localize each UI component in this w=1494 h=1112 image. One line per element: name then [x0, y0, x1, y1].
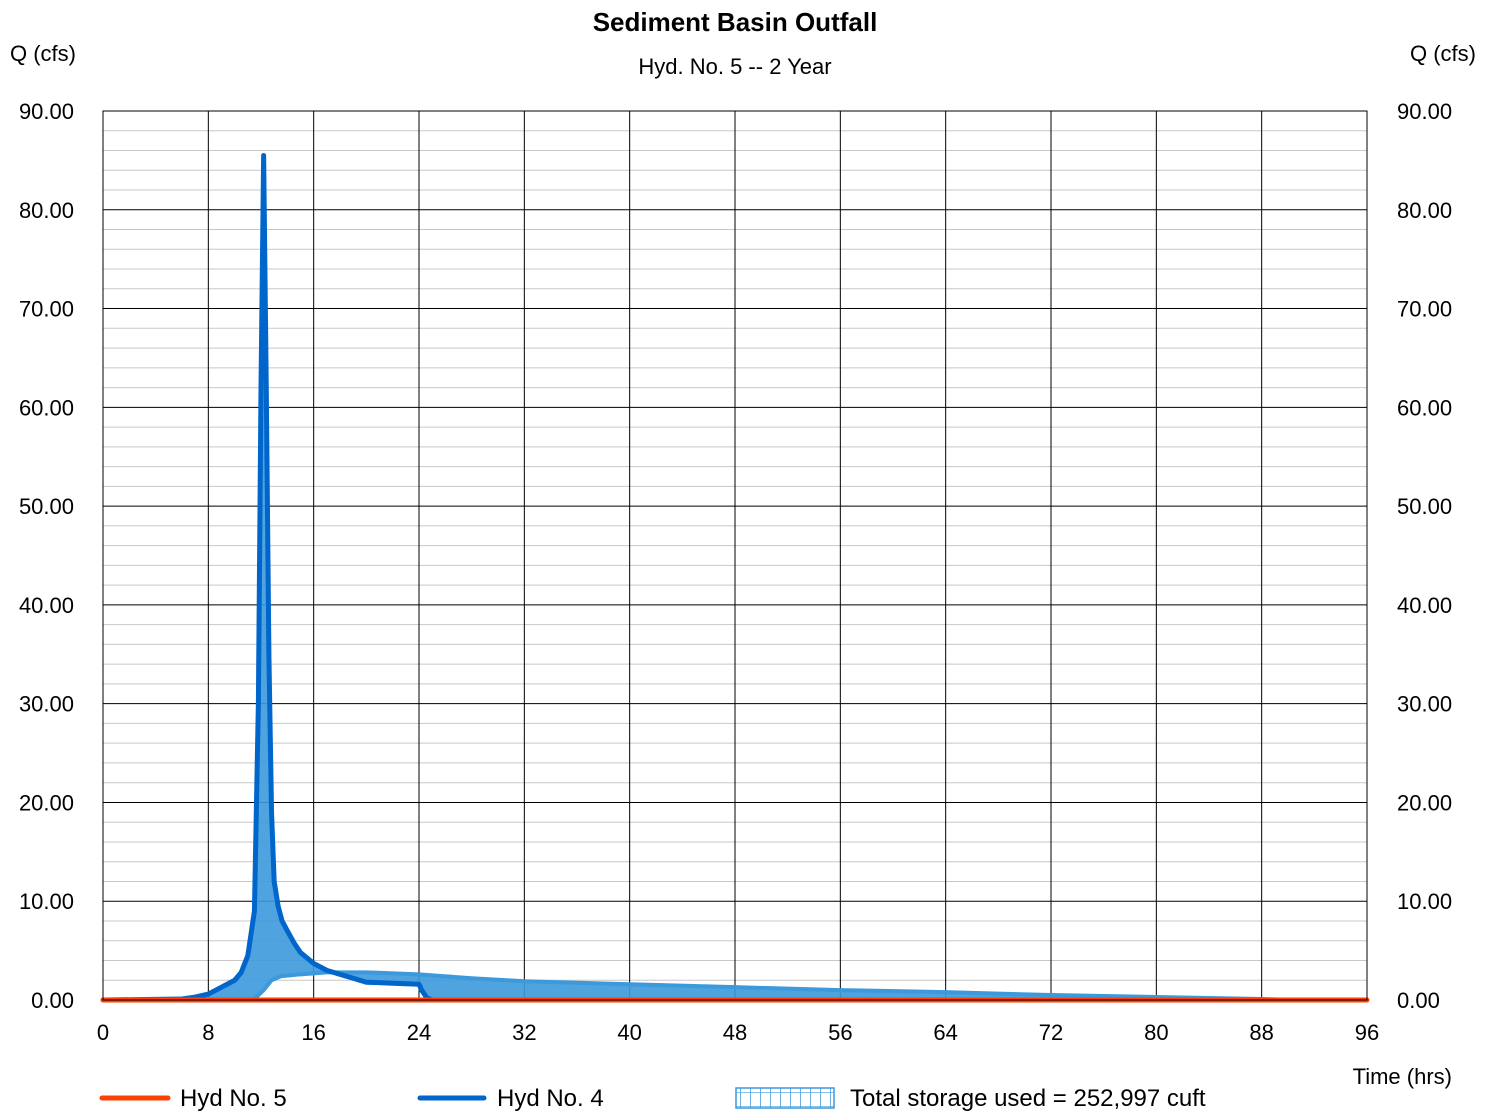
y-tick-label-left: 40.00	[19, 593, 74, 618]
x-tick-label: 16	[301, 1020, 325, 1045]
y-tick-label-left: 30.00	[19, 692, 74, 717]
y-tick-label-left: 50.00	[19, 494, 74, 519]
x-tick-label: 96	[1355, 1020, 1379, 1045]
x-tick-label: 64	[933, 1020, 957, 1045]
chart-title: Sediment Basin Outfall	[593, 7, 878, 37]
legend: Hyd No. 5 Hyd No. 4 Total storage used =…	[99, 1085, 1206, 1112]
x-tick-label: 56	[828, 1020, 852, 1045]
x-axis-label: Time (hrs)	[1353, 1064, 1452, 1089]
series-line-hyd-no-4	[100, 152, 435, 1003]
x-tick-label: 32	[512, 1020, 536, 1045]
y-tick-label-right: 80.00	[1397, 198, 1452, 223]
x-tick-label: 40	[617, 1020, 641, 1045]
x-tick-label: 8	[202, 1020, 214, 1045]
legend-label-storage: Total storage used = 252,997 cuft	[850, 1085, 1206, 1112]
y-tick-label-left: 0.00	[31, 988, 74, 1013]
x-tick-label: 80	[1144, 1020, 1168, 1045]
x-tick-label: 0	[97, 1020, 109, 1045]
y-tick-label-left: 70.00	[19, 297, 74, 322]
x-tick-label: 72	[1039, 1020, 1063, 1045]
y-tick-label-right: 20.00	[1397, 790, 1452, 815]
y-tick-label-right: 60.00	[1397, 395, 1452, 420]
y-tick-label-right: 10.00	[1397, 889, 1452, 914]
chart-subtitle: Hyd. No. 5 -- 2 Year	[638, 54, 831, 79]
y-tick-label-right: 0.00	[1397, 988, 1440, 1013]
tick-labels: 0.00 0.00 10.00 10.00 20.00 20.00 30.00 30.00 40…	[19, 99, 1452, 1045]
legend-label-hyd5: Hyd No. 5	[180, 1085, 287, 1112]
y-tick-label-right: 30.00	[1397, 692, 1452, 717]
plot-frame	[102, 110, 1368, 1001]
x-tick-label: 48	[723, 1020, 747, 1045]
y-tick-label-left: 80.00	[19, 198, 74, 223]
x-tick-label: 88	[1249, 1020, 1273, 1045]
y-axis-label-left: Q (cfs)	[10, 41, 76, 66]
y-tick-label-left: 90.00	[19, 99, 74, 124]
legend-label-hyd4: Hyd No. 4	[497, 1085, 604, 1112]
legend-swatch-storage	[735, 1087, 835, 1109]
y-tick-label-left: 60.00	[19, 395, 74, 420]
y-tick-label-right: 70.00	[1397, 297, 1452, 322]
storage-outflow-edge	[103, 970, 1302, 1002]
storage-area	[102, 155, 1302, 1001]
y-tick-label-left: 10.00	[19, 889, 74, 914]
y-axis-label-right: Q (cfs)	[1410, 41, 1476, 66]
y-tick-label-right: 40.00	[1397, 593, 1452, 618]
y-tick-label-left: 20.00	[19, 790, 74, 815]
major-gridlines	[102, 110, 1368, 1001]
y-tick-label-right: 90.00	[1397, 99, 1452, 124]
x-tick-label: 24	[407, 1020, 431, 1045]
y-tick-label-right: 50.00	[1397, 494, 1452, 519]
